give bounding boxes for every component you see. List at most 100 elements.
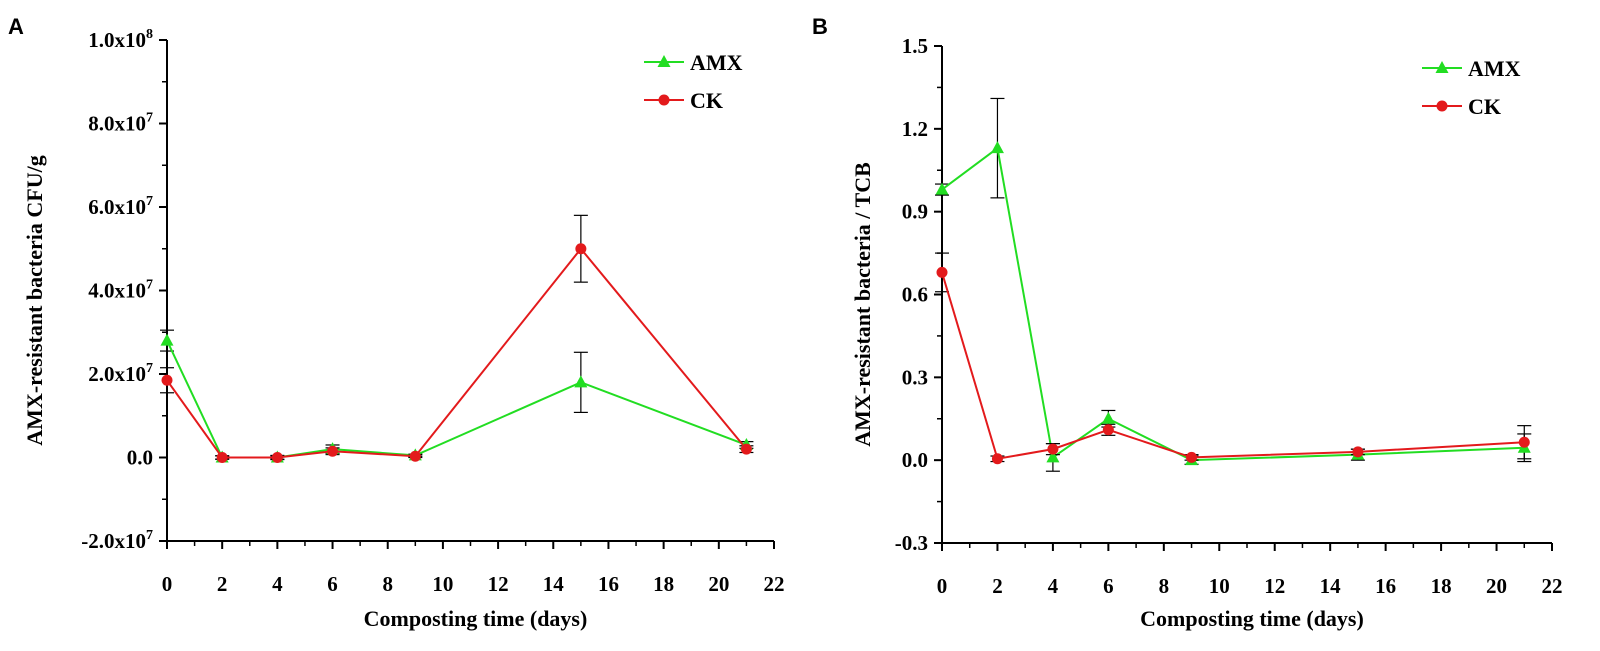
panel-a-y-tick-label: 4.0x107	[88, 278, 153, 303]
panel-a-ck-point	[216, 452, 228, 463]
panel-a-x-tick-label: 8	[382, 572, 393, 596]
panel-b-amx-point	[935, 182, 949, 195]
panel-a-ck-point	[271, 452, 283, 463]
panel-a-x-tick-label: 16	[598, 572, 619, 596]
panel-a-ck-point	[575, 243, 587, 255]
panel-b-legend-marker-ck	[1436, 100, 1448, 112]
panel-a-ck-point	[161, 374, 173, 386]
panel-a-y-tick-label: 8.0x107	[88, 111, 153, 136]
panel-b-amx-point	[1046, 450, 1060, 463]
panel-b-legend-label-ck: CK	[1468, 94, 1501, 119]
panel-b-x-tick-label: 16	[1375, 574, 1396, 598]
panel-b-y-tick-mantissa: 0.9	[902, 200, 928, 224]
panel-b-y-axis-title: AMX-resistant bacteria / TCB	[850, 162, 875, 447]
panel-a-y-tick-exponent: 7	[146, 528, 153, 543]
panel-b-x-tick-label: 12	[1264, 574, 1285, 598]
panel-a-y-tick-label: 0.0	[127, 446, 153, 470]
panel-b-y-tick-mantissa: 1.5	[902, 34, 928, 58]
panel-a-y-tick-mantissa: -2.0x10	[81, 529, 146, 553]
panel-a-legend-label-amx: AMX	[690, 50, 743, 75]
panel-a-y-tick-exponent: 7	[146, 194, 153, 209]
panel-b-ck-point	[1102, 424, 1114, 436]
panel-a-y-tick-label: 2.0x107	[88, 361, 153, 386]
panel-a-x-tick-label: 4	[272, 572, 283, 596]
panel-b-y-tick-mantissa: 1.2	[902, 117, 928, 141]
panel-b-legend-marker-amx	[1435, 61, 1449, 73]
panel-a-y-tick-mantissa: 0.0	[127, 446, 153, 470]
panel-b-ck-point	[1047, 443, 1059, 455]
panel-b-ck-series-line	[941, 272, 1525, 460]
panel-b-x-tick-label: 2	[992, 574, 1003, 598]
panel-b-y-tick-mantissa: -0.3	[895, 531, 928, 555]
panel-a-x-tick-label: 0	[162, 572, 173, 596]
panel-a-y-tick-exponent: 7	[146, 111, 153, 126]
panel-b-x-tick-label: 8	[1159, 574, 1170, 598]
panel-a-x-tick-label: 14	[543, 572, 565, 596]
panel-a-amx-point	[574, 375, 588, 388]
panel-b-x-tick-label: 18	[1431, 574, 1452, 598]
panel-a-legend-label-ck: CK	[690, 88, 723, 113]
panel-b-y-tick-mantissa: 0.0	[902, 448, 928, 472]
panel-a-x-tick-label: 22	[764, 572, 785, 596]
panel-b-y-tick-label: -0.3	[895, 531, 928, 555]
panel-b-legend-item-amx: AMX	[1422, 56, 1521, 81]
panel-a-legend-marker-ck	[658, 94, 670, 106]
panel-a-amx-point	[160, 333, 174, 346]
panel-b-y-tick-label: 1.5	[902, 34, 928, 58]
panel-a-x-tick-label: 20	[708, 572, 729, 596]
panel-b-x-tick-label: 6	[1103, 574, 1114, 598]
panel-a-legend-marker-amx	[657, 55, 671, 67]
panel-b-x-axis-title: Composting time (days)	[1140, 606, 1364, 631]
panel-a-y-tick-mantissa: 6.0x10	[88, 195, 146, 219]
panel-b-x-tick-label: 14	[1320, 574, 1342, 598]
panel-a-x-axis-title: Composting time (days)	[364, 606, 588, 631]
panel-a-y-tick-exponent: 8	[146, 27, 153, 42]
panel-b-y-tick-label: 0.9	[902, 200, 928, 224]
panel-b-letter: B	[812, 14, 828, 39]
panel-b: B 0 2 4 6 8 10 12 14 16 18 20 22 -0.3 0.0 0.3 0.6 0.9 1.2 1…	[812, 14, 1563, 631]
panel-b-y-tick-mantissa: 0.6	[902, 283, 928, 307]
panel-b-y-tick-label: 0.6	[902, 283, 928, 307]
panel-b-y-tick-label: 1.2	[902, 117, 928, 141]
panel-a-y-tick-label: -2.0x107	[81, 528, 153, 553]
panel-a-x-tick-label: 12	[488, 572, 509, 596]
panel-b-amx-point	[990, 141, 1004, 154]
panel-b-ck-point	[991, 453, 1003, 465]
panel-a-ck-series-line	[166, 247, 748, 459]
panel-b-y-tick-mantissa: 0.3	[902, 365, 928, 389]
panel-a: A0 2 4 6 8 10 12 14 16 18 20 22-2.0x1070.02.0x1074.…	[8, 14, 785, 631]
panel-b-x-tick-label: 10	[1209, 574, 1230, 598]
panel-b-amx-series-line	[941, 146, 1525, 462]
panel-b-x-tick-label: 0	[937, 574, 948, 598]
panel-b-ck-point	[1518, 436, 1530, 448]
panel-b-y-tick-label: 0.3	[902, 365, 928, 389]
panel-a-legend-item-ck: CK	[644, 88, 723, 113]
panel-a-ck-point	[409, 450, 421, 462]
panel-a-y-tick-mantissa: 2.0x10	[88, 362, 146, 386]
panel-b-ck-point	[936, 266, 948, 278]
panel-b-legend-item-ck: CK	[1422, 94, 1501, 119]
panel-a-x-tick-label: 2	[217, 572, 228, 596]
panel-a-y-tick-mantissa: 1.0x10	[88, 28, 146, 52]
panel-a-ck-point	[327, 445, 339, 457]
panel-a-y-axis-title: AMX-resistant bacteria CFU/g	[22, 155, 47, 445]
panel-b-ck-point	[1352, 446, 1364, 458]
panel-a-amx-series-line	[166, 340, 747, 459]
panel-a-y-tick-mantissa: 4.0x10	[88, 279, 146, 303]
panel-a-x-tick-label: 10	[432, 572, 453, 596]
panel-a-y-tick-exponent: 7	[146, 361, 153, 376]
panel-a-x-tick-label: 18	[653, 572, 674, 596]
panel-a-y-tick-mantissa: 8.0x10	[88, 112, 146, 136]
panel-b-x-tick-label: 20	[1486, 574, 1507, 598]
panel-b-legend-label-amx: AMX	[1468, 56, 1521, 81]
panel-a-y-tick-exponent: 7	[146, 278, 153, 293]
panel-b-x-tick-label: 22	[1542, 574, 1563, 598]
panel-a-ck-point	[740, 443, 752, 455]
panel-b-ck-point	[1186, 451, 1198, 463]
panel-a-y-tick-label: 6.0x107	[88, 194, 153, 219]
panel-b-x-tick-label: 4	[1048, 574, 1059, 598]
panel-a-legend-item-amx: AMX	[644, 50, 743, 75]
panel-a-y-tick-label: 1.0x108	[88, 27, 153, 52]
panel-b-y-tick-label: 0.0	[902, 448, 928, 472]
